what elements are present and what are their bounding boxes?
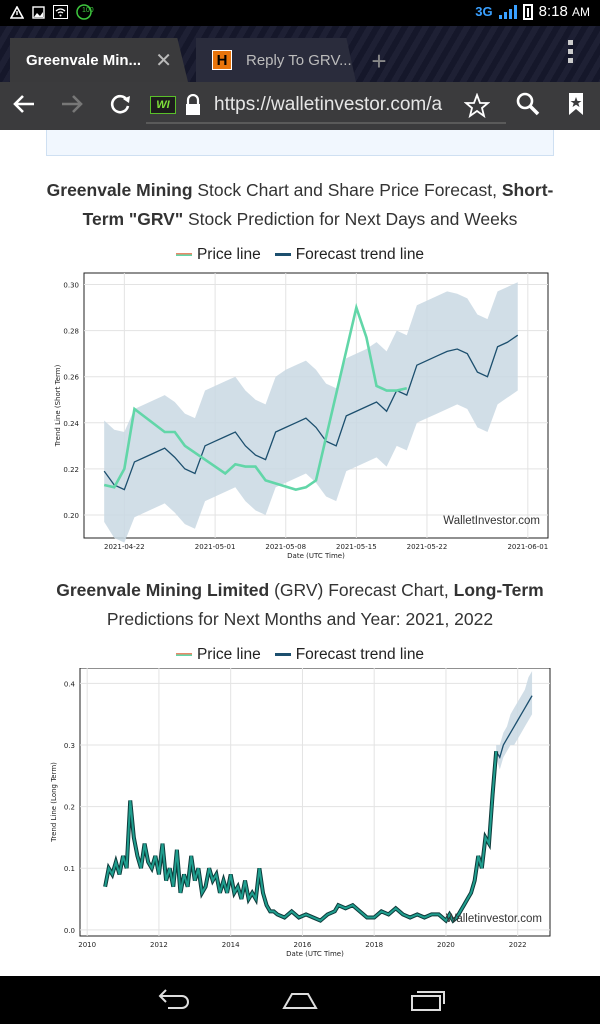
heading-text: Stock Prediction for Next Days and Weeks xyxy=(183,209,518,229)
legend-price-label: Price line xyxy=(196,646,261,663)
y-tick-label: 0.1 xyxy=(64,865,75,873)
notification-badge-icon xyxy=(76,4,92,20)
chart1-legend: Price line Forecast trend line xyxy=(0,246,600,264)
forecast-trend-line xyxy=(103,334,519,491)
clock-time: 8:18 xyxy=(538,3,568,20)
short-term-heading: Greenvale Mining Stock Chart and Share P… xyxy=(30,176,570,234)
x-tick-label: 2021-05-22 xyxy=(407,543,448,551)
y-tick-label: 0.24 xyxy=(63,420,79,428)
forecast-trend-line xyxy=(495,695,533,759)
home-nav-icon[interactable] xyxy=(280,986,320,1014)
chart2-legend: Price line Forecast trend line xyxy=(0,646,600,664)
x-tick-label: 2021-05-08 xyxy=(265,543,306,551)
price-line xyxy=(103,302,408,491)
close-tab-icon[interactable]: ✕ xyxy=(155,50,172,72)
price-line xyxy=(104,751,498,923)
y-tick-label: 0.26 xyxy=(63,374,79,382)
y-tick-label: 0.22 xyxy=(63,466,79,474)
warning-icon xyxy=(10,5,24,19)
long-term-heading: Greenvale Mining Limited (GRV) Forecast … xyxy=(30,576,570,634)
back-arrow-icon[interactable] xyxy=(8,90,40,122)
legend-forecast-label: Forecast trend line xyxy=(295,646,425,663)
tab-bar: Greenvale Min... ✕ H Reply To GRV... + xyxy=(0,26,600,82)
lock-icon xyxy=(186,94,200,115)
y-tick-label: 0.20 xyxy=(63,512,79,520)
x-tick-label: 2020 xyxy=(437,941,455,949)
x-tick-label: 2014 xyxy=(222,941,240,949)
bookmarks-icon[interactable] xyxy=(560,90,592,122)
y-axis-label: Trend Line (Long Term) xyxy=(50,762,58,843)
heading-text: Stock Chart and Share Price Forecast, xyxy=(192,180,502,200)
back-nav-icon[interactable] xyxy=(152,986,192,1014)
heading-bold-term: Short-Term "GRV" xyxy=(82,180,554,229)
x-axis-label: Date (UTC Time) xyxy=(287,552,345,560)
forward-arrow-icon[interactable] xyxy=(56,90,88,122)
x-tick-label: 2016 xyxy=(294,941,312,949)
confidence-band xyxy=(496,671,533,770)
tab-label: Greenvale Min... xyxy=(26,51,142,69)
heading-text: (GRV) Forecast Chart, xyxy=(269,580,454,600)
system-nav-bar xyxy=(0,976,600,1024)
y-tick-label: 0.28 xyxy=(63,328,79,336)
image-icon xyxy=(32,5,45,19)
tab-reply-grv[interactable]: H Reply To GRV... xyxy=(196,38,356,82)
battery-icon xyxy=(522,3,533,20)
y-tick-label: 0.30 xyxy=(63,282,79,290)
clock: 8:18 AM xyxy=(539,3,590,20)
short-term-chart: 0.20 0.22 0.24 0.26 0.28 0.30 2021-04-22 2021-0… xyxy=(54,272,549,560)
y-tick-label: 0.4 xyxy=(64,680,76,688)
y-tick-label: 0.3 xyxy=(64,742,75,750)
url-text[interactable]: https://walletinvestor.com/a xyxy=(214,94,443,115)
signal-icon xyxy=(498,4,517,19)
y-tick-label: 0.2 xyxy=(64,804,75,812)
watermark: Walletinvestor.com xyxy=(446,913,542,925)
status-bar: 100 3G 8:18 AM xyxy=(0,0,600,26)
web-content: Greenvale Mining Stock Chart and Share P… xyxy=(0,130,600,976)
x-tick-label: 2018 xyxy=(365,941,383,949)
address-bar[interactable]: WI https://walletinvestor.com/a xyxy=(146,88,506,124)
watermark: WalletInvestor.com xyxy=(443,515,540,527)
legend-price: Price line xyxy=(175,246,261,264)
browser-toolbar: WI https://walletinvestor.com/a xyxy=(0,82,600,130)
long-term-chart: 0.0 0.1 0.2 0.3 0.4 2010 2012 2014 2016 2018 2020 2… xyxy=(50,668,551,958)
overflow-menu-icon[interactable] xyxy=(568,40,574,63)
reload-icon[interactable] xyxy=(104,90,136,122)
x-tick-label: 2021-04-22 xyxy=(104,543,145,551)
wifi-box-icon xyxy=(53,5,68,19)
bookmark-star-icon[interactable] xyxy=(464,93,490,119)
new-tab-plus-icon[interactable]: + xyxy=(371,46,387,76)
ad-box xyxy=(46,130,554,156)
notification-badge-text: 100 xyxy=(82,7,94,14)
x-axis-label: Date (UTC Time) xyxy=(286,950,344,958)
y-axis-label: Trend Line (Short Term) xyxy=(54,364,62,447)
x-tick-label: 2021-05-01 xyxy=(195,543,236,551)
x-tick-label: 2021-06-01 xyxy=(507,543,548,551)
legend-forecast-label: Forecast trend line xyxy=(295,246,425,263)
x-tick-label: 2010 xyxy=(78,941,96,949)
search-icon[interactable] xyxy=(512,90,544,122)
legend-forecast: Forecast trend line xyxy=(274,646,425,664)
walletinvestor-favicon-icon: WI xyxy=(150,96,176,114)
legend-price: Price line xyxy=(175,646,261,664)
heading-bold-term: Long-Term xyxy=(453,580,544,600)
recent-apps-nav-icon[interactable] xyxy=(408,986,448,1014)
legend-price-label: Price line xyxy=(196,246,261,263)
legend-forecast: Forecast trend line xyxy=(274,246,425,264)
heading-bold-company: Greenvale Mining xyxy=(46,180,193,200)
tab-label: Reply To GRV... xyxy=(246,51,352,69)
x-tick-label: 2021-05-15 xyxy=(336,543,377,551)
plot-area xyxy=(79,668,551,937)
heading-bold-company: Greenvale Mining Limited xyxy=(56,580,270,600)
network-type: 3G xyxy=(475,4,493,19)
x-tick-label: 2022 xyxy=(509,941,527,949)
clock-ampm: AM xyxy=(572,5,590,19)
tab-greenvale[interactable]: Greenvale Min... ✕ xyxy=(10,38,188,82)
confidence-band xyxy=(104,282,518,543)
heading-text: Predictions for Next Months and Year: 20… xyxy=(106,609,494,629)
hotcopper-favicon-icon: H xyxy=(212,50,232,70)
y-tick-label: 0.0 xyxy=(64,927,75,935)
x-tick-label: 2012 xyxy=(150,941,168,949)
